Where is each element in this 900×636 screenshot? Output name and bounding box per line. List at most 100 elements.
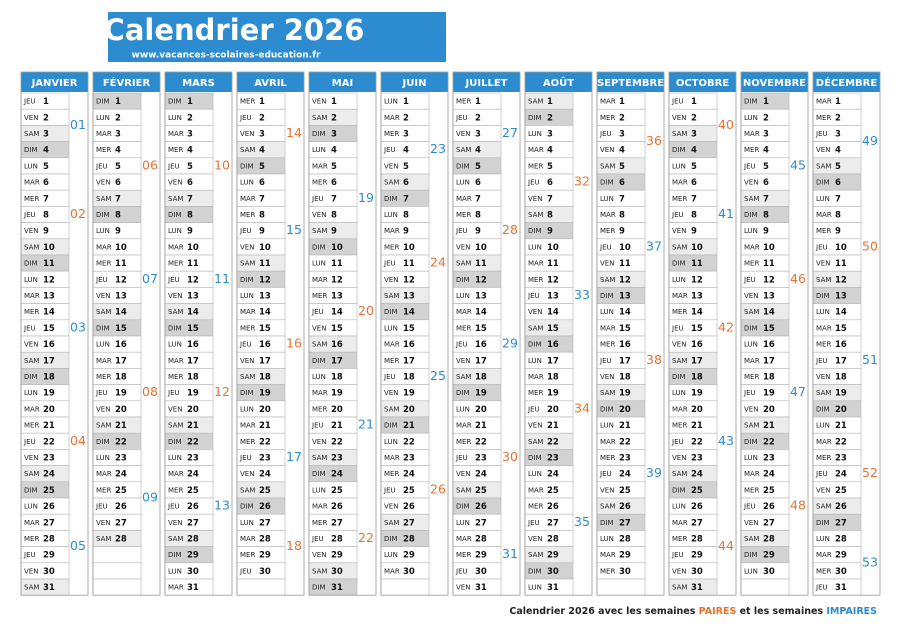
day-number: 31	[835, 583, 847, 593]
weekday: SAM	[456, 260, 471, 268]
month-name: FÉVRIER	[103, 76, 151, 89]
week-number: 29	[502, 336, 518, 351]
day-number: 19	[115, 389, 127, 399]
weekday: DIM	[24, 146, 38, 154]
weekday: DIM	[672, 260, 686, 268]
day-number: 3	[835, 130, 841, 140]
day-number: 1	[835, 97, 841, 107]
day-number: 8	[43, 211, 49, 221]
weekday: LUN	[744, 114, 758, 122]
day-number: 5	[691, 162, 697, 172]
day-number: 13	[187, 292, 199, 302]
day-number: 9	[331, 227, 337, 237]
day-number: 3	[403, 130, 409, 140]
weekday: MAR	[528, 260, 544, 268]
weekday: VEN	[600, 373, 614, 381]
day-number: 26	[331, 502, 343, 512]
day-number: 12	[115, 275, 127, 285]
weekday: MAR	[24, 405, 40, 413]
week-number: 20	[358, 303, 374, 318]
day-number: 30	[547, 567, 559, 577]
day-number: 25	[259, 486, 271, 496]
weekday: SAM	[672, 470, 687, 478]
weekday: JEU	[311, 535, 324, 543]
day-number: 20	[835, 405, 847, 415]
day-number: 27	[547, 518, 559, 528]
day-number: 17	[547, 356, 559, 366]
weekday: MAR	[816, 211, 832, 219]
day-number: 16	[547, 340, 559, 350]
month-frame	[524, 71, 593, 596]
weekday: MAR	[816, 324, 832, 332]
weekday: VEN	[456, 357, 470, 365]
day-number: 5	[835, 162, 841, 172]
day-number: 24	[259, 470, 271, 480]
day-number: 21	[403, 421, 415, 431]
day-number: 28	[43, 535, 55, 545]
weekday: DIM	[744, 211, 758, 219]
day-number: 19	[187, 389, 199, 399]
week-number: 19	[358, 190, 374, 205]
weekday: DIM	[168, 551, 182, 559]
day-number: 24	[115, 470, 127, 480]
day-number: 9	[475, 227, 481, 237]
day-number: 3	[43, 130, 49, 140]
weekday: LUN	[96, 227, 110, 235]
day-number: 24	[475, 470, 487, 480]
day-number: 21	[547, 421, 559, 431]
day-number: 6	[43, 178, 49, 188]
weekday: MAR	[312, 162, 328, 170]
day-number: 20	[259, 405, 271, 415]
weekday: JEU	[527, 179, 540, 187]
day-number: 25	[835, 486, 847, 496]
day-number: 22	[331, 437, 343, 447]
weekday: DIM	[528, 454, 542, 462]
day-number: 12	[835, 275, 847, 285]
weekday: SAM	[456, 373, 471, 381]
weekday: LUN	[600, 195, 614, 203]
weekday: MER	[744, 146, 759, 154]
weekday: DIM	[384, 535, 398, 543]
day-number: 17	[691, 356, 703, 366]
weekday: MAR	[312, 389, 328, 397]
weekday: SAM	[312, 454, 327, 462]
day-number: 15	[619, 324, 631, 334]
month-name: DÉCEMBRE	[816, 76, 878, 89]
weekday: MAR	[384, 227, 400, 235]
week-number: 21	[358, 417, 374, 432]
weekday: SAM	[96, 422, 111, 430]
weekday: SAM	[168, 195, 183, 203]
weekday: LUN	[672, 503, 686, 511]
day-number: 11	[331, 259, 343, 269]
day-number: 22	[691, 437, 703, 447]
month-header	[813, 72, 880, 92]
day-number: 23	[187, 454, 199, 464]
weekday: VEN	[816, 260, 830, 268]
day-number: 1	[763, 97, 769, 107]
weekday: JEU	[239, 227, 252, 235]
weekday: SAM	[384, 179, 399, 187]
day-number: 12	[547, 275, 559, 285]
weekday: SAM	[24, 243, 39, 251]
weekday: MAR	[168, 584, 184, 592]
week-number: 17	[286, 449, 302, 464]
weekday: SAM	[528, 438, 543, 446]
weekday: MER	[168, 373, 183, 381]
weekday: SAM	[672, 130, 687, 138]
weekday: SAM	[744, 422, 759, 430]
week-number: 48	[790, 498, 806, 513]
day-number: 8	[115, 211, 121, 221]
day-number: 6	[187, 178, 193, 188]
week-number: 08	[142, 384, 158, 399]
day-number: 26	[43, 502, 55, 512]
day-number: 13	[475, 292, 487, 302]
day-number: 17	[259, 356, 271, 366]
month-frame	[20, 71, 89, 596]
day-number: 26	[547, 502, 559, 512]
weekday: MER	[600, 341, 615, 349]
weekday: LUN	[312, 373, 326, 381]
weekday: VEN	[96, 519, 110, 527]
weekday: SAM	[96, 535, 111, 543]
day-number: 11	[763, 259, 775, 269]
day-number: 24	[835, 470, 847, 480]
